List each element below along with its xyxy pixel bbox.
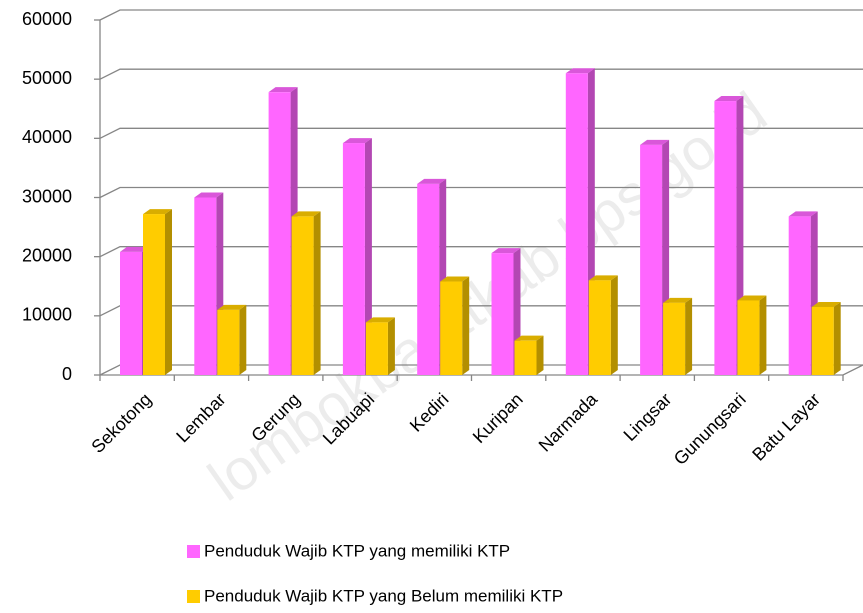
bar <box>788 216 811 375</box>
bar-group <box>291 211 321 375</box>
bar-top <box>565 68 595 74</box>
bar-top <box>514 335 544 341</box>
bar-side <box>462 276 470 375</box>
legend-label: Penduduk Wajib KTP yang Belum memiliki K… <box>204 586 563 605</box>
y-tick-label: 0 <box>62 364 72 384</box>
x-tick-label: Batu Layar <box>748 389 824 465</box>
bar <box>491 253 514 375</box>
bar-side <box>239 304 247 375</box>
bar <box>291 216 314 375</box>
bar-side <box>387 317 395 375</box>
x-tick-label: Kediri <box>406 389 453 436</box>
bar <box>217 309 240 375</box>
bar <box>365 322 388 375</box>
bar-top <box>143 209 172 215</box>
bar <box>588 280 611 375</box>
x-tick-label: Lingsar <box>620 389 676 445</box>
bar-top <box>640 139 670 145</box>
bar-top <box>811 301 841 307</box>
bar <box>737 300 760 375</box>
bar <box>714 101 737 375</box>
y-tick-label: 20000 <box>22 245 72 265</box>
bar-top <box>194 192 224 198</box>
bar-side <box>610 275 618 375</box>
grid-line <box>99 127 863 139</box>
legend-swatch <box>187 590 200 603</box>
bar-group <box>737 295 767 375</box>
bar-top <box>120 246 149 252</box>
bar <box>514 340 537 375</box>
bar-group <box>811 301 841 375</box>
grid-line <box>99 246 863 258</box>
bar-group <box>440 276 470 375</box>
bar-top <box>268 87 298 93</box>
bar-top <box>291 211 321 217</box>
bar <box>440 281 463 375</box>
bar-side <box>313 211 321 375</box>
bar <box>194 197 217 375</box>
grid-line <box>99 68 863 80</box>
bar <box>811 306 834 375</box>
x-tick-label: Sekotong <box>87 389 155 457</box>
bar-top <box>663 297 693 303</box>
bar-group <box>663 297 693 375</box>
bar-top <box>440 276 470 282</box>
bar-side <box>833 301 841 375</box>
bar-top <box>737 295 767 301</box>
bar-group <box>143 209 172 375</box>
y-tick-label: 60000 <box>22 9 72 29</box>
bar <box>417 183 440 375</box>
bar-side <box>364 138 372 375</box>
bar-group <box>342 138 372 375</box>
bar-side <box>759 295 767 375</box>
grid-line <box>99 186 863 199</box>
bar-top <box>365 317 395 323</box>
y-tick-label: 50000 <box>22 68 72 88</box>
bar <box>565 73 588 375</box>
bar <box>640 144 663 375</box>
y-tick-label: 10000 <box>22 305 72 325</box>
grid-line <box>99 9 863 21</box>
bar-top <box>788 211 818 217</box>
bar <box>268 92 291 375</box>
x-tick-label: Lembar <box>172 389 229 446</box>
bar-top <box>217 304 247 310</box>
bar-side <box>165 209 172 375</box>
y-tick-label: 30000 <box>22 186 72 206</box>
bar-group <box>217 304 247 375</box>
bar <box>120 251 142 375</box>
bar-top <box>417 178 447 184</box>
x-tick-label: Narmada <box>535 388 602 455</box>
bar-top <box>588 275 618 281</box>
x-tick-label: Gunungsari <box>670 389 750 469</box>
legend-swatch <box>187 545 200 558</box>
bar-top <box>714 96 744 102</box>
bar-side <box>685 297 693 375</box>
bar <box>663 302 686 375</box>
bar-top <box>491 248 521 254</box>
bar-top <box>342 138 372 144</box>
bar-side <box>536 335 544 375</box>
bar-group <box>514 335 544 375</box>
legend-label: Penduduk Wajib KTP yang memiliki KTP <box>204 541 510 560</box>
bar <box>143 214 165 375</box>
y-tick-label: 40000 <box>22 127 72 147</box>
bar-group <box>588 275 618 375</box>
bar-group <box>365 317 395 375</box>
x-tick-label: Kuripan <box>469 389 527 447</box>
bar <box>342 143 365 375</box>
